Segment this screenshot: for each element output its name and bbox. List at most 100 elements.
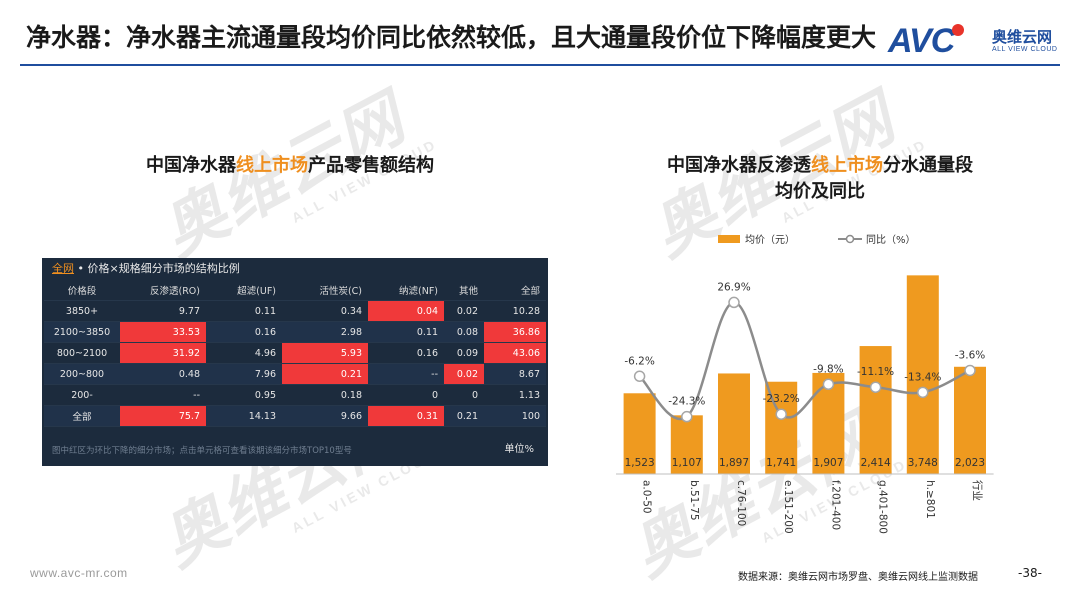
table-row: 全部 75.7 14.13 9.66 0.31 0.21 100	[44, 405, 546, 427]
yoy-value-label: -13.4%	[904, 371, 941, 383]
logo-dot-icon	[952, 24, 964, 36]
legend-bar-label: 均价（元）	[745, 234, 795, 246]
table-cell[interactable]: 4.96	[206, 342, 282, 364]
yoy-value-label: 26.9%	[717, 281, 750, 293]
table-cell[interactable]: 0.08	[444, 321, 484, 343]
table-cell[interactable]: 0	[444, 384, 484, 406]
table-cell[interactable]: 0.95	[206, 384, 282, 406]
yoy-point	[869, 381, 882, 393]
yoy-point	[728, 296, 740, 309]
table-cell[interactable]: 200-	[44, 384, 120, 406]
category-label: b.51-75	[688, 480, 700, 521]
table-cell[interactable]: 1.13	[484, 384, 546, 406]
table-cell[interactable]: --	[368, 363, 444, 385]
yoy-value-label: -24.3%	[668, 396, 705, 408]
bar-value-label: 2,414	[861, 457, 891, 469]
table-cell[interactable]: 200~800	[44, 363, 120, 385]
category-label: g.401-800	[877, 480, 889, 534]
bar-value-label: 1,897	[719, 457, 749, 469]
logo-en: ALL VIEW CLOUD	[992, 46, 1058, 53]
table-cell[interactable]: 3850+	[44, 300, 120, 322]
category-label: f.201-400	[829, 480, 841, 530]
yoy-value-label: -3.6%	[955, 349, 985, 361]
bar	[623, 393, 656, 474]
bar-value-label: 3,748	[908, 457, 938, 469]
table-cell[interactable]: 0.18	[282, 384, 368, 406]
table-header-bar: 全网 • 价格×规格细分市场的结构比例	[42, 258, 548, 280]
yoy-value-label: -23.2%	[763, 393, 800, 405]
right-section-title: 中国净水器反渗透线上市场分水通量段 均价及同比	[610, 153, 1030, 205]
table-cell[interactable]: 0.09	[444, 342, 484, 364]
region-link[interactable]: 全网	[52, 262, 74, 275]
bar-value-label: 1,741	[766, 457, 796, 469]
right-title-line1: 中国净水器反渗透线上市场分水通量段	[610, 153, 1030, 179]
website-url[interactable]: www.avc-mr.com	[30, 566, 128, 580]
left-title-post: 产品零售额结构	[308, 155, 434, 176]
table-cell[interactable]: 0.16	[206, 321, 282, 343]
table-cell[interactable]: 800~2100	[44, 342, 120, 364]
yoy-point	[633, 370, 646, 383]
data-source: 数据来源：奥维云网市场罗盘、奥维云网线上监测数据	[738, 572, 978, 583]
table-row: 800~2100 31.92 4.96 5.93 0.16 0.09 43.06	[44, 342, 546, 364]
right-title-line2: 均价及同比	[775, 181, 865, 202]
table-footnote: 图中红区为环比下降的细分市场；点击单元格可查看该期该细分市场TOP10型号	[52, 446, 352, 456]
table-cell[interactable]: 100	[484, 405, 546, 427]
right-title-post: 分水通量段	[883, 155, 973, 176]
table-cell[interactable]: 全部	[44, 405, 120, 427]
table-cell[interactable]: 5.93	[282, 342, 368, 364]
yoy-point	[822, 378, 835, 391]
page-title: 净水器：净水器主流通量段均价同比依然较低，且大通量段价位下降幅度更大	[26, 23, 877, 52]
table-unit: 单位%	[504, 444, 534, 455]
table-cell[interactable]: 31.92	[120, 342, 206, 364]
table-cell[interactable]: 10.28	[484, 300, 546, 322]
table-cell[interactable]: 9.77	[120, 300, 206, 322]
yoy-value-label: -11.1%	[857, 366, 894, 378]
bar	[906, 275, 939, 474]
table-cell[interactable]: 0.31	[368, 405, 444, 427]
table-cell[interactable]: 0.02	[444, 300, 484, 322]
table-row: 2100~3850 33.53 0.16 2.98 0.11 0.08 36.86	[44, 321, 546, 343]
yoy-point	[681, 410, 693, 423]
table-cell[interactable]: 33.53	[120, 321, 206, 343]
table-cell[interactable]: 2100~3850	[44, 321, 120, 343]
table-cell[interactable]: 9.66	[282, 405, 368, 427]
column-header: 活性炭(C)	[282, 280, 368, 301]
right-title-highlight: 线上市场	[811, 155, 883, 176]
table-cell[interactable]: 0.16	[368, 342, 444, 364]
left-title-pre: 中国净水器	[146, 155, 236, 176]
table-cell[interactable]: 0	[368, 384, 444, 406]
column-header: 反渗透(RO)	[120, 280, 206, 301]
page-number: -38-	[1018, 566, 1042, 580]
table-cell[interactable]: 75.7	[120, 405, 206, 427]
price-yoy-chart: 均价（元） 同比（%） 1,523 1,107 1,897 1,741 1,907 2,414…	[616, 234, 994, 534]
table-cell[interactable]: 43.06	[484, 342, 546, 364]
legend-line-label: 同比（%）	[866, 234, 916, 246]
table-cell[interactable]: --	[120, 384, 206, 406]
table-cell[interactable]: 0.21	[282, 363, 368, 385]
table-row: 200~800 0.48 7.96 0.21 -- 0.02 8.67	[44, 363, 546, 385]
table-cell[interactable]: 0.48	[120, 363, 206, 385]
category-label: 行业	[971, 480, 984, 501]
table-cell[interactable]: 2.98	[282, 321, 368, 343]
table-cell[interactable]: 0.21	[444, 405, 484, 427]
table-caption: • 价格×规格细分市场的结构比例	[74, 262, 240, 275]
title-divider	[20, 64, 1060, 66]
table-cell[interactable]: 36.86	[484, 321, 546, 343]
table-cell[interactable]: 0.34	[282, 300, 368, 322]
table-header-row: 价格段 反渗透(RO) 超滤(UF) 活性炭(C) 纳滤(NF) 其他 全部	[44, 280, 546, 301]
brand-logo: AVC 奥维云网 ALL VIEW CLOUD	[888, 22, 1058, 60]
table-cell[interactable]: 7.96	[206, 363, 282, 385]
legend-line-marker	[845, 234, 855, 244]
table-cell[interactable]: 0.11	[368, 321, 444, 343]
yoy-point	[917, 386, 929, 399]
table-cell[interactable]: 8.67	[484, 363, 546, 385]
column-header: 全部	[484, 280, 546, 301]
category-label: a.0-50	[641, 480, 653, 514]
retail-structure-table: 价格段 反渗透(RO) 超滤(UF) 活性炭(C) 纳滤(NF) 其他 全部 3850+ 9.…	[44, 280, 546, 427]
category-label: e.151-200	[782, 480, 794, 534]
table-cell[interactable]: 0.11	[206, 300, 282, 322]
table-cell[interactable]: 0.04	[368, 300, 444, 322]
table-cell[interactable]: 14.13	[206, 405, 282, 427]
table-cell[interactable]: 0.02	[444, 363, 484, 385]
column-header: 纳滤(NF)	[368, 280, 444, 301]
